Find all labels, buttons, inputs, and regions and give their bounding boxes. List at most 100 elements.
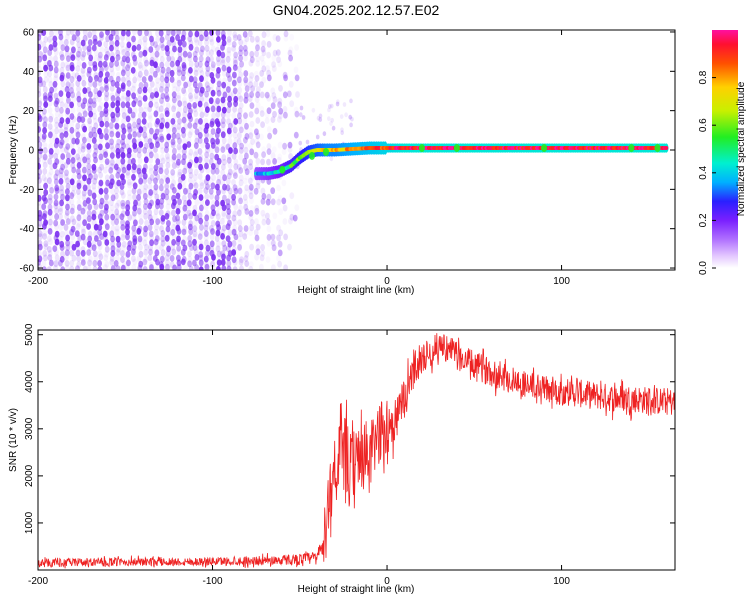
noise-cell [94,49,99,57]
noise-cell [158,184,164,192]
noise-cell [143,56,149,64]
noise-cell [109,230,115,238]
noise-cell [259,134,264,141]
noise-cell [130,51,136,59]
noise-cell [142,131,148,139]
noise-cell [109,130,115,138]
noise-cell [88,54,94,62]
noise-cell [272,213,277,220]
noise-cell [283,233,288,241]
noise-cell [53,60,59,68]
noise-cell [237,194,243,202]
noise-cell [226,172,232,180]
noise-cell [69,61,75,69]
noise-cell [99,209,105,217]
noise-cell [76,220,82,228]
noise-cell [266,256,271,263]
noise-cell [188,128,194,136]
noise-cell [197,187,203,195]
noise-cell [214,146,220,154]
noise-cell [141,64,147,72]
noise-cell [244,260,250,267]
noise-cell [131,243,137,251]
noise-cell [49,137,55,145]
noise-cell [131,81,137,89]
noise-cell [109,163,115,171]
snr-ylabel: SNR (10 * v/v) [8,408,19,472]
noise-cell [71,243,77,251]
noise-cell [43,240,49,248]
noise-cell [193,92,199,100]
noise-cell [59,230,65,238]
noise-cell [188,30,193,38]
noise-cell [131,248,136,256]
noise-cell [121,261,127,268]
noise-cell [221,142,226,150]
noise-cell [136,167,142,175]
noise-cell [38,76,43,84]
noise-cell [41,203,47,211]
noise-cell [76,91,81,99]
noise-cell [136,44,142,51]
noise-cell [54,238,60,246]
noise-cell [87,120,93,128]
noise-cell [109,209,114,217]
noise-cell [116,138,122,146]
noise-cell [109,85,115,92]
noise-cell [255,101,261,109]
noise-cell [131,173,136,181]
noise-cell [58,90,64,97]
noise-cell [49,187,54,194]
noise-cell [143,212,149,220]
noise-cell [237,80,243,88]
noise-cell [176,245,182,252]
noise-cell [48,148,54,155]
noise-cell [226,38,232,46]
noise-cell [288,153,293,160]
noise-cell [215,240,221,248]
noise-cell [221,154,227,161]
noise-cell [147,138,153,145]
noise-cell [137,138,143,145]
noise-cell [233,158,239,166]
noise-cell [255,117,261,124]
noise-cell [244,35,250,43]
y-tick-label: 4000 [24,370,35,393]
noise-cell [278,85,283,92]
noise-cell [248,81,254,88]
noise-cell [148,167,154,175]
noise-cell [199,86,205,94]
noise-cell [208,178,214,185]
noise-cell [74,137,80,145]
noise-cell [270,239,276,247]
noise-cell [169,36,175,43]
noise-cell [125,35,131,42]
noise-cell [60,250,65,258]
noise-cell [270,233,276,241]
noise-cell [175,218,181,226]
noise-cell [194,86,200,94]
noise-cell [181,62,187,69]
noise-cell [165,210,171,218]
noise-cell [64,229,69,237]
noise-cell [113,192,119,200]
noise-cell [132,30,137,36]
noise-cell [243,70,249,77]
noise-cell [292,214,298,222]
noise-cell [38,172,41,180]
noise-cell [276,156,282,164]
noise-cell [197,39,203,47]
noise-cell [171,233,177,241]
noise-cell [97,166,102,174]
noise-cell [59,256,65,263]
noise-cell [243,164,249,172]
noise-cell [254,75,260,82]
noise-cell [76,179,82,187]
noise-cell [208,133,214,140]
noise-cell [255,157,261,165]
noise-cell [283,74,288,82]
noise-cell [176,153,182,161]
noise-cell [60,85,66,93]
noise-cell [76,60,82,67]
noise-cell [225,177,231,185]
